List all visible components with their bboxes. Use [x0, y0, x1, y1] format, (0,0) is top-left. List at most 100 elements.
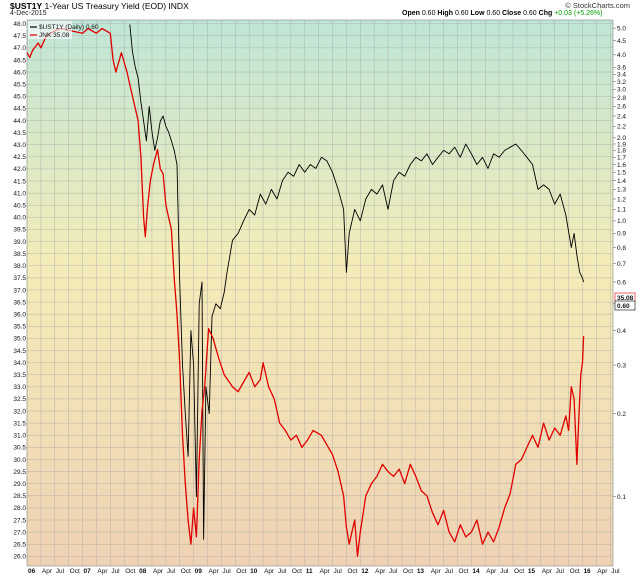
left-tick-label: 26.5 — [13, 542, 26, 549]
right-tick-label: 0.1 — [617, 494, 626, 501]
right-tick-label: 3.0 — [617, 87, 626, 94]
x-tick-label: Jul — [333, 568, 342, 575]
left-axis: 48.0 47.5 47.0 46.5 46.0 45.5 45.0 44.5 44.0 43.5… — [13, 21, 26, 561]
left-tick-label: 37.5 — [13, 275, 26, 282]
x-tick-label: 07 — [84, 568, 92, 575]
right-tick-label: 5.0 — [617, 25, 626, 32]
x-tick-label: Oct — [292, 568, 302, 575]
chart-title: $UST1Y 1-Year US Treasury Yield (EOD) IN… — [10, 1, 189, 11]
chg-label: Chg — [538, 10, 553, 17]
left-tick-label: 30.5 — [13, 445, 26, 452]
x-tick-label: 11 — [306, 568, 313, 575]
left-tick-label: 36.0 — [13, 311, 26, 318]
left-tick-label: 35.0 — [13, 336, 26, 343]
left-tick-label: 30.0 — [13, 457, 26, 464]
x-axis: 06 Apr Jul Oct 07 Apr Jul Oct 08 Apr Jul Oct 09 Apr Ju… — [28, 568, 620, 575]
left-tick-label: 33.0 — [13, 384, 26, 391]
left-tick-label: 45.0 — [13, 94, 26, 101]
right-tick-label: 2.0 — [617, 135, 626, 142]
open-label: Open — [402, 10, 420, 17]
x-tick-label: Apr — [542, 568, 553, 575]
yield-last-value: 0.60 — [617, 303, 630, 310]
x-tick-label: Apr — [42, 568, 53, 575]
left-tick-label: 45.5 — [13, 81, 26, 88]
x-tick-label: Oct — [403, 568, 413, 575]
left-tick-label: 28.0 — [13, 505, 26, 512]
x-tick-label: Apr — [431, 568, 442, 575]
high-label: High — [437, 10, 453, 17]
x-tick-label: 14 — [472, 568, 480, 575]
x-tick-label: Apr — [597, 568, 608, 575]
right-tick-label: 2.4 — [617, 113, 626, 120]
low-label: Low — [470, 10, 485, 17]
series-lines — [26, 24, 585, 557]
left-tick-label: 34.5 — [13, 348, 26, 355]
x-tick-label: Apr — [486, 568, 497, 575]
left-tick-label: 39.5 — [13, 227, 26, 234]
legend-jnk: JNK 35.08 — [39, 32, 70, 39]
right-tick-label: 0.6 — [617, 279, 626, 286]
x-tick-label: Oct — [570, 568, 580, 575]
x-tick-label: Jul — [222, 568, 231, 575]
x-tick-label: Jul — [56, 568, 65, 575]
jnk-series-line — [26, 27, 585, 557]
x-tick-label: 16 — [583, 568, 591, 575]
right-tick-label: 1.4 — [617, 178, 626, 185]
x-tick-label: Oct — [125, 568, 135, 575]
left-tick-label: 26.0 — [13, 554, 26, 561]
left-tick-label: 36.5 — [13, 299, 26, 306]
x-tick-label: Oct — [347, 568, 357, 575]
left-tick-label: 43.0 — [13, 142, 26, 149]
left-tick-label: 39.0 — [13, 239, 26, 246]
left-tick-label: 29.0 — [13, 481, 26, 488]
x-tick-label: Oct — [236, 568, 246, 575]
left-tick-label: 43.5 — [13, 130, 26, 137]
right-tick-label: 1.3 — [617, 187, 626, 194]
left-tick-label: 29.5 — [13, 469, 26, 476]
stockcharts-credit: © StockCharts.com — [565, 1, 630, 10]
right-tick-label: 1.6 — [617, 162, 626, 169]
yield-last-tag — [614, 300, 636, 311]
left-tick-label: 47.0 — [13, 45, 26, 52]
x-tick-label: Jul — [111, 568, 120, 575]
right-tick-label: 0.9 — [617, 231, 626, 238]
left-tick-label: 42.5 — [13, 154, 26, 161]
right-tick-label: 3.2 — [617, 79, 626, 86]
right-tick-label: 3.6 — [617, 65, 626, 72]
x-tick-label: 15 — [528, 568, 536, 575]
left-tick-label: 48.0 — [13, 21, 26, 28]
legend-yield: $UST1Y (Daily) 0.60 — [39, 24, 99, 31]
x-tick-label: Apr — [153, 568, 164, 575]
left-tick-label: 32.5 — [13, 396, 26, 403]
left-tick-label: 47.5 — [13, 33, 26, 40]
x-tick-label: Jul — [445, 568, 454, 575]
last-value-tags: 35.08 0.60 — [614, 292, 636, 311]
left-tick-label: 40.0 — [13, 215, 26, 222]
right-tick-label: 0.8 — [617, 245, 626, 252]
x-tick-label: Jul — [167, 568, 176, 575]
right-tick-label: 1.9 — [617, 141, 626, 148]
right-tick-label: 1.7 — [617, 155, 626, 162]
left-tick-label: 41.5 — [13, 178, 26, 185]
symbol: $UST1Y — [10, 1, 43, 11]
ohlc-readout: Open 0.60 High 0.60 Low 0.60 Close 0.60 … — [402, 10, 602, 17]
right-tick-label: 1.0 — [617, 218, 626, 225]
right-tick-label: 2.2 — [617, 124, 626, 131]
x-tick-label: Apr — [264, 568, 275, 575]
x-tick-label: Oct — [514, 568, 524, 575]
right-tick-label: 1.2 — [617, 196, 626, 203]
left-tick-label: 41.0 — [13, 190, 26, 197]
x-tick-label: 09 — [195, 568, 203, 575]
chg-value: +0.03 (+5.26%) — [554, 10, 603, 17]
right-tick-label: 0.3 — [617, 362, 626, 369]
x-tick-label: Apr — [320, 568, 331, 575]
x-tick-label: Oct — [181, 568, 191, 575]
right-tick-label: 0.7 — [617, 261, 626, 268]
x-tick-label: Jul — [611, 568, 620, 575]
x-tick-label: Apr — [209, 568, 220, 575]
x-tick-label: 08 — [139, 568, 147, 575]
left-tick-label: 33.5 — [13, 372, 26, 379]
left-tick-label: 38.0 — [13, 263, 26, 270]
plot-background — [26, 19, 614, 567]
